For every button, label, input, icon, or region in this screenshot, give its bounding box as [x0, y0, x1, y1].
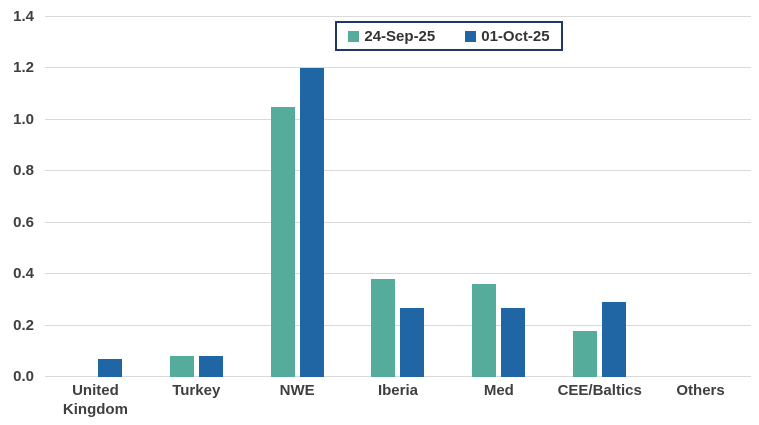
- x-tick-label: NWE: [279, 382, 315, 399]
- bar-01-Oct-25: [299, 68, 324, 377]
- y-tick-label: 1.2: [13, 59, 34, 77]
- bar-group: [348, 17, 449, 377]
- bar-group: [146, 17, 247, 377]
- gridline: [45, 221, 751, 223]
- y-tick-label: 0.2: [13, 316, 34, 334]
- bar-group: [247, 17, 348, 377]
- x-tick-label: Iberia: [377, 382, 418, 399]
- y-tick-label: 0.0: [13, 368, 34, 385]
- gridline: [45, 376, 751, 377]
- y-axis: 0.0 0.2 0.4 0.6 0.8 1.0 1.2 1.4: [0, 8, 38, 385]
- bar-01-Oct-25: [97, 359, 122, 377]
- y-tick-label: 0.8: [13, 162, 34, 180]
- bar-01-Oct-25: [198, 356, 223, 377]
- gridline: [45, 273, 751, 275]
- legend-item-01-oct-25: 01-Oct-25: [465, 27, 550, 45]
- bar-group: [650, 17, 751, 377]
- x-tick-label: Others: [676, 382, 725, 399]
- bar-24-Sep-25: [169, 356, 194, 377]
- x-tick-label: CEE/Baltics: [557, 382, 642, 399]
- bar-24-Sep-25: [472, 284, 497, 377]
- plot-area: [45, 16, 751, 377]
- legend-label: 24-Sep-25: [364, 27, 436, 45]
- y-tick-label: 0.4: [13, 265, 34, 283]
- legend-item-24-sep-25: 24-Sep-25: [348, 28, 435, 45]
- bar-group: [448, 17, 549, 377]
- y-tick-label: 0.6: [13, 213, 34, 231]
- gridline: [45, 170, 751, 172]
- gridline: [45, 118, 751, 120]
- bar-group: [549, 17, 650, 377]
- legend-swatch-icon: [348, 30, 360, 42]
- bar-01-Oct-25: [501, 307, 526, 377]
- bar-24-Sep-25: [573, 330, 598, 377]
- gridline: [45, 324, 751, 326]
- x-tick-label: Med: [483, 382, 514, 399]
- gridline: [45, 16, 751, 17]
- legend: 24-Sep-25 01-Oct-25: [335, 21, 563, 51]
- x-tick-label: Turkey: [172, 382, 221, 399]
- bar-24-Sep-25: [270, 107, 295, 377]
- bar-24-Sep-25: [371, 279, 396, 377]
- gridline: [45, 67, 751, 69]
- y-tick-label: 1.0: [13, 110, 34, 128]
- legend-swatch-icon: [465, 30, 477, 42]
- bar-group: [45, 17, 146, 377]
- bar-01-Oct-25: [400, 307, 425, 377]
- x-tick-label: United Kingdom: [62, 382, 128, 418]
- bar-01-Oct-25: [602, 302, 627, 377]
- x-axis: United Kingdom Turkey NWE Iberia Med CEE/Balt…: [45, 381, 751, 423]
- y-tick-label: 1.4: [13, 8, 34, 25]
- legend-label: 01-Oct-25: [481, 27, 550, 45]
